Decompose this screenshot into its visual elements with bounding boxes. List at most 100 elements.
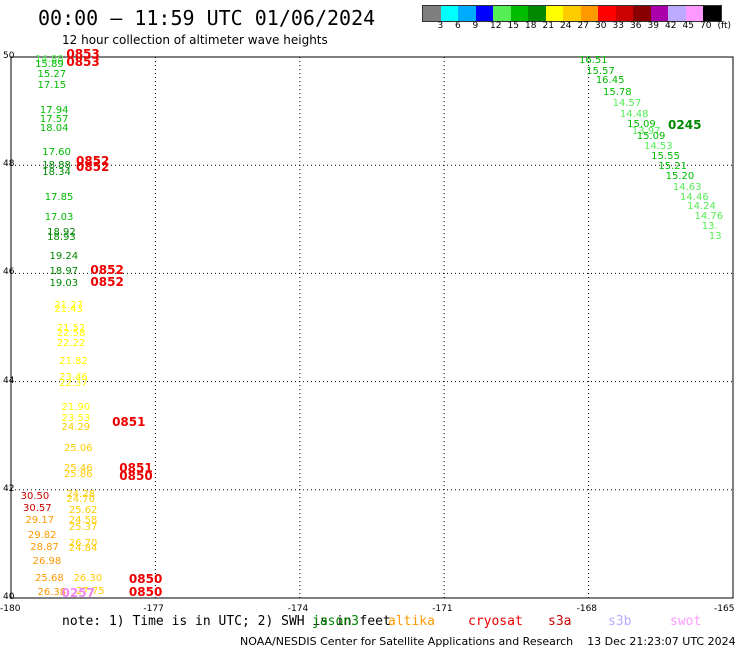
scale-label: 9 [472,21,479,31]
wave-height-value: 18.92 [47,227,76,239]
footer-note: note: 1) Time is in UTC; 2) SWH is in fe… [62,614,391,629]
wave-height-value: 30.57 [23,503,52,515]
wave-height-value: 19.24 [49,251,79,263]
scale-swatch [668,6,686,21]
wave-height-value: 15.09 [627,118,656,130]
wave-height-value: 29.17 [25,515,55,527]
wave-height-value: 21.27 [54,299,83,311]
scale-swatch [475,6,493,21]
wave-height-value: 19.03 [49,278,79,290]
wave-height-value: 17.60 [42,147,71,159]
wave-height-value: 14.24 [687,201,716,213]
wave-height-value: 24.28 [66,489,95,501]
wave-height-value: 13.97 [631,125,661,137]
wave-height-value: 15.57 [586,65,615,77]
satellite-legend-item: cryosat [468,614,523,629]
scale-swatch [458,6,476,21]
wave-height-value: 18.04 [39,123,69,135]
wave-height-value: 25.37 [68,521,98,533]
pass-time-label: 0850 [119,468,153,483]
scale-label: 30 [595,21,607,31]
wave-height-value: 26.30 [73,572,103,584]
pass-time-label: 0852 [90,275,124,290]
wave-height-value: 21.90 [61,401,91,413]
wave-height-value: 26.98 [32,555,62,567]
wave-height-value: 27.75 [75,585,105,597]
pass-time-label: 0257 [61,585,95,600]
scale-label: 3 [437,21,444,31]
pass-time-label: 0852 [75,160,110,175]
scale-label: 45 [682,21,694,31]
wave-height-value: 26.38 [37,586,67,598]
longitude-label: -168 [576,604,598,614]
scale-label: 21 [542,21,554,31]
pass-time-label: 0851 [112,414,146,429]
latitude-label: 50 [3,51,15,61]
satellite-legend-item: s3a [548,614,572,629]
wave-height-value: 15.78 [603,86,632,98]
wave-height-value: 13 [708,230,722,242]
longitude-label: -174 [287,604,309,614]
wave-height-value: 28.87 [30,542,59,554]
latitude-label: 42 [3,483,15,494]
scale-label: 33 [612,21,624,31]
map-frame [10,56,734,599]
scale-label: 18 [525,21,537,31]
wave-height-value: 24.29 [61,421,91,433]
scale-label: 12 [490,21,502,31]
scale-swatch [650,6,668,21]
wave-height-value: 21.52 [56,323,86,335]
pass-time-label: 0852 [90,263,124,278]
pass-time-label: 0852 [75,154,110,169]
wave-height-value: 18.93 [47,231,76,243]
scale-swatch [423,6,441,21]
wave-height-value: 25.62 [68,505,98,517]
wave-height-value: 15.09 [636,130,666,142]
wave-height-value: 14.46 [680,191,709,203]
wave-height-value: 18.97 [49,265,79,277]
scale-swatch [615,6,633,21]
wave-height-value: 26.70 [68,537,98,549]
scale-swatch [545,6,563,21]
satellite-legend-item: swot [670,614,702,629]
wave-height-value: 15.21 [658,160,688,172]
scale-label: 24 [560,21,572,31]
wave-height-value: 22.37 [59,377,88,389]
longitude-label: -180 [0,604,21,614]
scale-label: 27 [577,21,589,31]
wave-height-value: 17.94 [39,105,69,117]
longitude-label: -171 [432,604,453,614]
wave-height-value: 17.85 [44,191,74,203]
scale-swatch [528,6,546,21]
wave-height-value: 17.57 [39,113,69,125]
scale-swatch [685,6,703,21]
longitude-label: -177 [143,604,164,614]
wave-height-value: 14.48 [619,109,649,121]
wave-height-value: 15.20 [665,171,695,183]
wave-height-value: 18.34 [42,166,71,178]
scale-swatch [440,6,458,21]
wave-height-value: 15.89 [35,58,64,70]
scale-swatch [598,6,616,21]
wave-height-value: 16.51 [578,55,608,67]
wave-height-value: 13. [701,220,718,232]
scale-swatch [563,6,581,21]
scale-swatch [493,6,511,21]
wave-height-value: 25.46 [63,463,93,475]
map-subtitle: 12 hour collection of altimeter wave hei… [62,33,328,47]
satellite-legend-item: s3b [608,614,632,629]
wave-height-value: 18.88 [42,159,71,171]
wave-height-value: 30.50 [20,491,50,503]
scale-swatch [703,6,721,21]
wave-height-value: 25.06 [63,443,93,455]
scale-label: 42 [665,21,677,31]
wave-height-value: 17.15 [37,79,67,91]
map-title: 00:00 – 11:59 UTC 01/06/2024 [38,6,376,30]
pass-time-label: 0851 [119,461,153,476]
scale-label: (ft) [717,21,732,31]
pass-time-label: 0853 [66,55,100,70]
wave-height-value: 24.84 [68,542,98,554]
pass-time-label: 0245 [668,117,702,132]
wave-height-value: 22.22 [56,338,86,350]
scale-label: 15 [507,21,519,31]
